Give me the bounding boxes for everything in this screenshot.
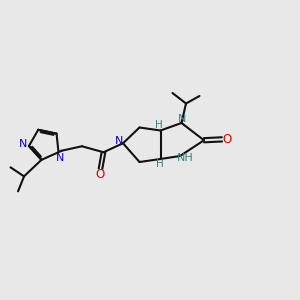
Text: NH: NH xyxy=(177,153,194,164)
Text: O: O xyxy=(95,168,104,181)
Text: H: H xyxy=(155,120,163,130)
Text: O: O xyxy=(223,133,232,146)
Text: N: N xyxy=(56,153,64,163)
Text: N: N xyxy=(19,140,28,149)
Text: H: H xyxy=(156,159,164,170)
Text: N: N xyxy=(115,136,124,146)
Text: N: N xyxy=(178,114,186,124)
